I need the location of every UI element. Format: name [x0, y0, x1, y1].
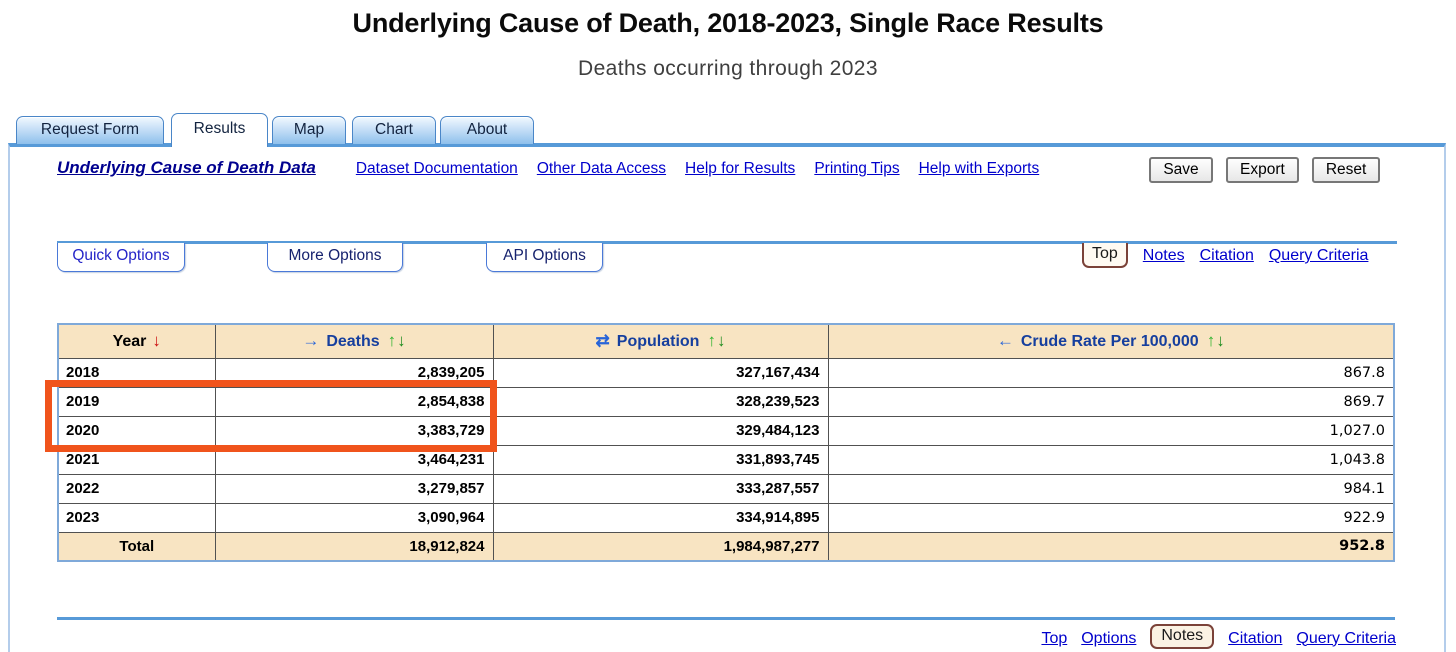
column-header-year[interactable]: Year ↓ — [57, 323, 216, 359]
dataset-title-link[interactable]: Underlying Cause of Death Data — [57, 158, 316, 177]
results-table: Year ↓ → Deaths ↑↓ ⇄ Population ↑↓ ← Crude Rat… — [57, 323, 1395, 562]
population-cell: 329,484,123 — [492, 415, 829, 446]
page-subtitle: Deaths occurring through 2023 — [578, 57, 878, 80]
column-header-deaths[interactable]: → Deaths ↑↓ — [214, 323, 494, 359]
sort-descending-icon[interactable]: ↓ — [716, 331, 726, 351]
table-row: 2021 3,464,231 331,893,745 1,043.8 — [57, 444, 1395, 475]
jump-links-bottom: Top Options Notes Citation Query Criteri… — [1041, 624, 1396, 649]
sort-ascending-icon[interactable]: ↑ — [707, 331, 716, 351]
table-row: 2018 2,839,205 327,167,434 867.8 — [57, 357, 1395, 388]
page-title: Underlying Cause of Death, 2018-2023, Si… — [352, 8, 1104, 38]
options-divider-line — [57, 241, 1397, 244]
move-column-right-icon[interactable]: → — [302, 331, 320, 351]
table-row: 2020 3,383,729 329,484,123 1,027.0 — [57, 415, 1395, 446]
jump-links-top: Top Notes Citation Query Criteria — [1082, 243, 1398, 268]
citation-link[interactable]: Citation — [1199, 247, 1254, 264]
population-cell: 333,287,557 — [492, 473, 829, 504]
citation-link[interactable]: Citation — [1228, 629, 1283, 647]
sort-ascending-icon[interactable]: ↑ — [1206, 331, 1216, 351]
toolbar-buttons: Save Export Reset — [1149, 157, 1381, 183]
table-header-row: Year ↓ → Deaths ↑↓ ⇄ Population ↑↓ ← Crude Rat… — [57, 323, 1395, 359]
year-cell: 2019 — [57, 386, 216, 417]
population-cell: 327,167,434 — [492, 357, 829, 388]
deaths-cell: 3,464,231 — [214, 444, 494, 475]
total-crude-rate-cell: 952.8 — [827, 531, 1395, 562]
year-cell: 2018 — [57, 357, 216, 388]
link-printing-tips[interactable]: Printing Tips — [814, 160, 900, 177]
api-options-tab[interactable]: API Options — [486, 243, 603, 272]
footer-divider-line — [57, 617, 1395, 620]
tab-about[interactable]: About — [440, 116, 534, 144]
query-criteria-link[interactable]: Query Criteria — [1296, 629, 1396, 647]
population-cell: 331,893,745 — [492, 444, 829, 475]
year-cell: 2023 — [57, 502, 216, 533]
swap-column-icon[interactable]: ⇄ — [595, 331, 610, 351]
deaths-cell: 2,839,205 — [214, 357, 494, 388]
column-label-population: Population — [616, 333, 700, 351]
table-row: 2023 3,090,964 334,914,895 922.9 — [57, 502, 1395, 533]
population-cell: 328,239,523 — [492, 386, 829, 417]
column-label-year: Year — [112, 333, 147, 351]
tab-results[interactable]: Results — [171, 113, 268, 147]
crude-rate-cell: 984.1 — [827, 473, 1395, 504]
toolbar: Underlying Cause of Death Data Dataset D… — [57, 158, 1097, 178]
year-cell: 2022 — [57, 473, 216, 504]
link-help-for-results[interactable]: Help for Results — [685, 160, 796, 177]
population-cell: 334,914,895 — [492, 502, 829, 533]
year-cell: 2020 — [57, 415, 216, 446]
link-help-with-exports[interactable]: Help with Exports — [918, 160, 1040, 177]
deaths-cell: 2,854,838 — [214, 386, 494, 417]
year-cell: 2021 — [57, 444, 216, 475]
total-population-cell: 1,984,987,277 — [492, 531, 829, 562]
notes-anchor-button[interactable]: Notes — [1150, 624, 1215, 649]
link-other-data-access[interactable]: Other Data Access — [536, 160, 667, 177]
top-link[interactable]: Top — [1041, 629, 1068, 647]
column-header-population[interactable]: ⇄ Population ↑↓ — [492, 323, 829, 359]
column-label-crude-rate: Crude Rate Per 100,000 — [1020, 333, 1199, 351]
sort-ascending-icon[interactable]: ↑ — [387, 331, 397, 351]
crude-rate-cell: 869.7 — [827, 386, 1395, 417]
crude-rate-cell: 1,027.0 — [827, 415, 1395, 446]
quick-options-tab[interactable]: Quick Options — [57, 243, 185, 272]
options-link[interactable]: Options — [1081, 629, 1137, 647]
notes-link[interactable]: Notes — [1142, 247, 1185, 264]
table-row: 2019 2,854,838 328,239,523 869.7 — [57, 386, 1395, 417]
top-anchor-button[interactable]: Top — [1082, 243, 1128, 268]
sort-descending-icon[interactable]: ↓ — [1216, 331, 1225, 351]
move-column-left-icon[interactable]: ← — [996, 331, 1014, 351]
total-deaths-cell: 18,912,824 — [214, 531, 494, 562]
save-button[interactable]: Save — [1149, 157, 1213, 183]
tab-chart[interactable]: Chart — [352, 116, 436, 144]
total-label-cell: Total — [57, 531, 216, 562]
link-dataset-documentation[interactable]: Dataset Documentation — [355, 160, 518, 177]
column-header-crude-rate[interactable]: ← Crude Rate Per 100,000 ↑↓ — [827, 323, 1395, 359]
crude-rate-cell: 1,043.8 — [827, 444, 1395, 475]
crude-rate-cell: 922.9 — [827, 502, 1395, 533]
table-row: 2022 3,279,857 333,287,557 984.1 — [57, 473, 1395, 504]
sort-descending-icon[interactable]: ↓ — [152, 331, 161, 351]
more-options-tab[interactable]: More Options — [267, 243, 403, 272]
deaths-cell: 3,090,964 — [214, 502, 494, 533]
export-button[interactable]: Export — [1226, 157, 1299, 183]
tab-request-form[interactable]: Request Form — [16, 116, 164, 144]
crude-rate-cell: 867.8 — [827, 357, 1395, 388]
tab-map[interactable]: Map — [272, 116, 346, 144]
query-criteria-link[interactable]: Query Criteria — [1268, 247, 1369, 264]
reset-button[interactable]: Reset — [1311, 157, 1381, 183]
deaths-cell: 3,279,857 — [214, 473, 494, 504]
column-label-deaths: Deaths — [326, 333, 380, 351]
sort-descending-icon[interactable]: ↓ — [397, 331, 406, 351]
deaths-cell: 3,383,729 — [214, 415, 494, 446]
table-total-row: Total 18,912,824 1,984,987,277 952.8 — [57, 531, 1395, 562]
